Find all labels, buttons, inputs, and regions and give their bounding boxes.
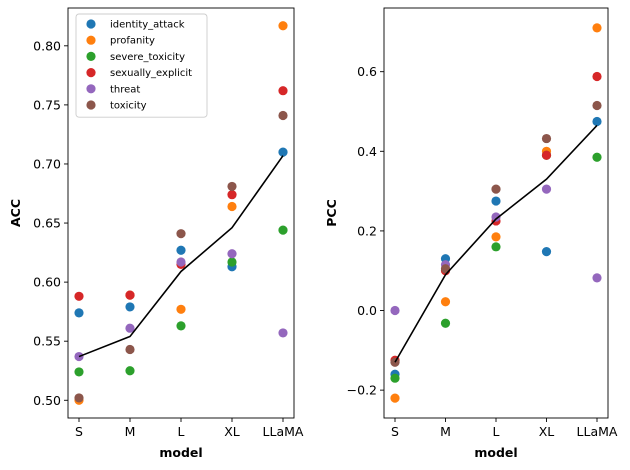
x-tick-label: LLaMA	[263, 424, 304, 439]
series-sexually_explicit	[74, 86, 288, 301]
mean-line	[394, 124, 598, 363]
data-point	[491, 196, 501, 206]
data-point	[390, 305, 400, 316]
series-severe_toxicity	[74, 225, 288, 377]
y-axis-label: ACC	[8, 199, 23, 227]
x-tick-label: S	[391, 424, 399, 439]
data-point	[491, 184, 501, 194]
x-tick-label: LLaMA	[577, 424, 618, 439]
data-point	[541, 184, 552, 194]
x-tick-label: L	[178, 424, 185, 439]
legend-label: sexually_explicit	[110, 68, 192, 79]
legend-marker	[86, 35, 96, 45]
data-point	[278, 225, 288, 235]
data-point	[176, 257, 186, 267]
data-point	[176, 229, 186, 239]
data-point	[592, 116, 602, 127]
chart-panel-1: 0.50 0.55 0.60 0.65 0.70 0.75 0.80 S M L XL LLaMA mo…	[8, 7, 304, 460]
legend: identity_attack profanity severe_toxicitys…	[75, 13, 208, 118]
y-tick-label: 0.60	[33, 275, 61, 290]
y-tick-label: 0.4	[357, 144, 377, 159]
data-point	[491, 242, 501, 252]
data-point	[491, 232, 501, 242]
legend-label: profanity	[110, 36, 155, 47]
data-point	[227, 257, 237, 267]
series-toxicity	[74, 110, 288, 403]
y-tick-label: 0.6	[357, 64, 377, 79]
y-tick-label: 0.65	[33, 216, 61, 231]
data-point	[541, 133, 552, 144]
data-point	[74, 308, 84, 318]
y-tick-label: −0.2	[347, 383, 377, 398]
data-point	[74, 367, 84, 377]
y-tick-label: 0.55	[33, 334, 61, 349]
data-point	[125, 366, 135, 376]
data-point	[592, 152, 602, 162]
data-point	[227, 181, 237, 192]
data-point	[592, 100, 602, 111]
legend-marker	[86, 51, 96, 62]
x-tick-label: M	[440, 424, 451, 439]
data-point	[541, 150, 552, 160]
legend-marker	[86, 19, 96, 29]
y-tick-label: 0.50	[33, 393, 61, 408]
series-identity_attack	[74, 147, 288, 318]
data-point	[390, 373, 400, 383]
data-point	[74, 291, 84, 301]
data-point	[176, 245, 186, 255]
x-axis-label: model	[474, 445, 517, 460]
data-point	[278, 21, 288, 31]
chart-panel-2: −0.2 0.0 0.2 0.4 0.6 S M L XL LLaMA model PCC	[324, 7, 618, 460]
data-point	[491, 212, 501, 222]
data-point	[278, 328, 288, 338]
legend-marker	[86, 68, 96, 78]
y-tick-label: 0.75	[33, 97, 61, 112]
legend-label: toxicity	[110, 101, 147, 112]
data-point	[592, 23, 602, 33]
data-point	[125, 323, 135, 333]
data-point	[227, 201, 237, 212]
x-tick-label: L	[493, 424, 500, 439]
legend-label: threat	[110, 84, 140, 95]
data-point	[440, 318, 451, 328]
data-point	[125, 344, 135, 355]
legend-box	[75, 13, 208, 118]
y-axis-label: PCC	[324, 199, 339, 227]
x-axis-label: model	[159, 445, 202, 460]
legend-marker	[86, 84, 96, 94]
data-point	[125, 302, 135, 312]
x-tick-label: M	[125, 424, 136, 439]
y-tick-label: 0.70	[33, 156, 61, 171]
data-point	[74, 393, 84, 403]
legend-label: identity_attack	[110, 20, 185, 31]
data-point	[278, 86, 288, 96]
data-point	[125, 290, 135, 300]
y-tick-label: 0.80	[33, 38, 61, 53]
data-point	[176, 321, 186, 331]
mean-line	[78, 155, 284, 358]
data-point	[592, 273, 602, 283]
data-point	[176, 304, 186, 314]
data-point	[227, 190, 237, 200]
data-point	[278, 147, 288, 157]
legend-label: severe_toxicity	[110, 52, 185, 63]
x-tick-label: S	[75, 424, 83, 439]
data-point	[440, 297, 451, 307]
legend-marker	[86, 100, 96, 110]
x-tick-label: XL	[539, 424, 555, 439]
data-point	[592, 71, 602, 82]
y-tick-label: 0.2	[357, 223, 377, 238]
y-tick-label: 0.0	[357, 303, 377, 318]
data-point	[278, 110, 288, 121]
data-point	[541, 247, 552, 257]
data-point	[227, 249, 237, 259]
x-tick-label: XL	[224, 424, 240, 439]
data-point	[390, 393, 400, 403]
